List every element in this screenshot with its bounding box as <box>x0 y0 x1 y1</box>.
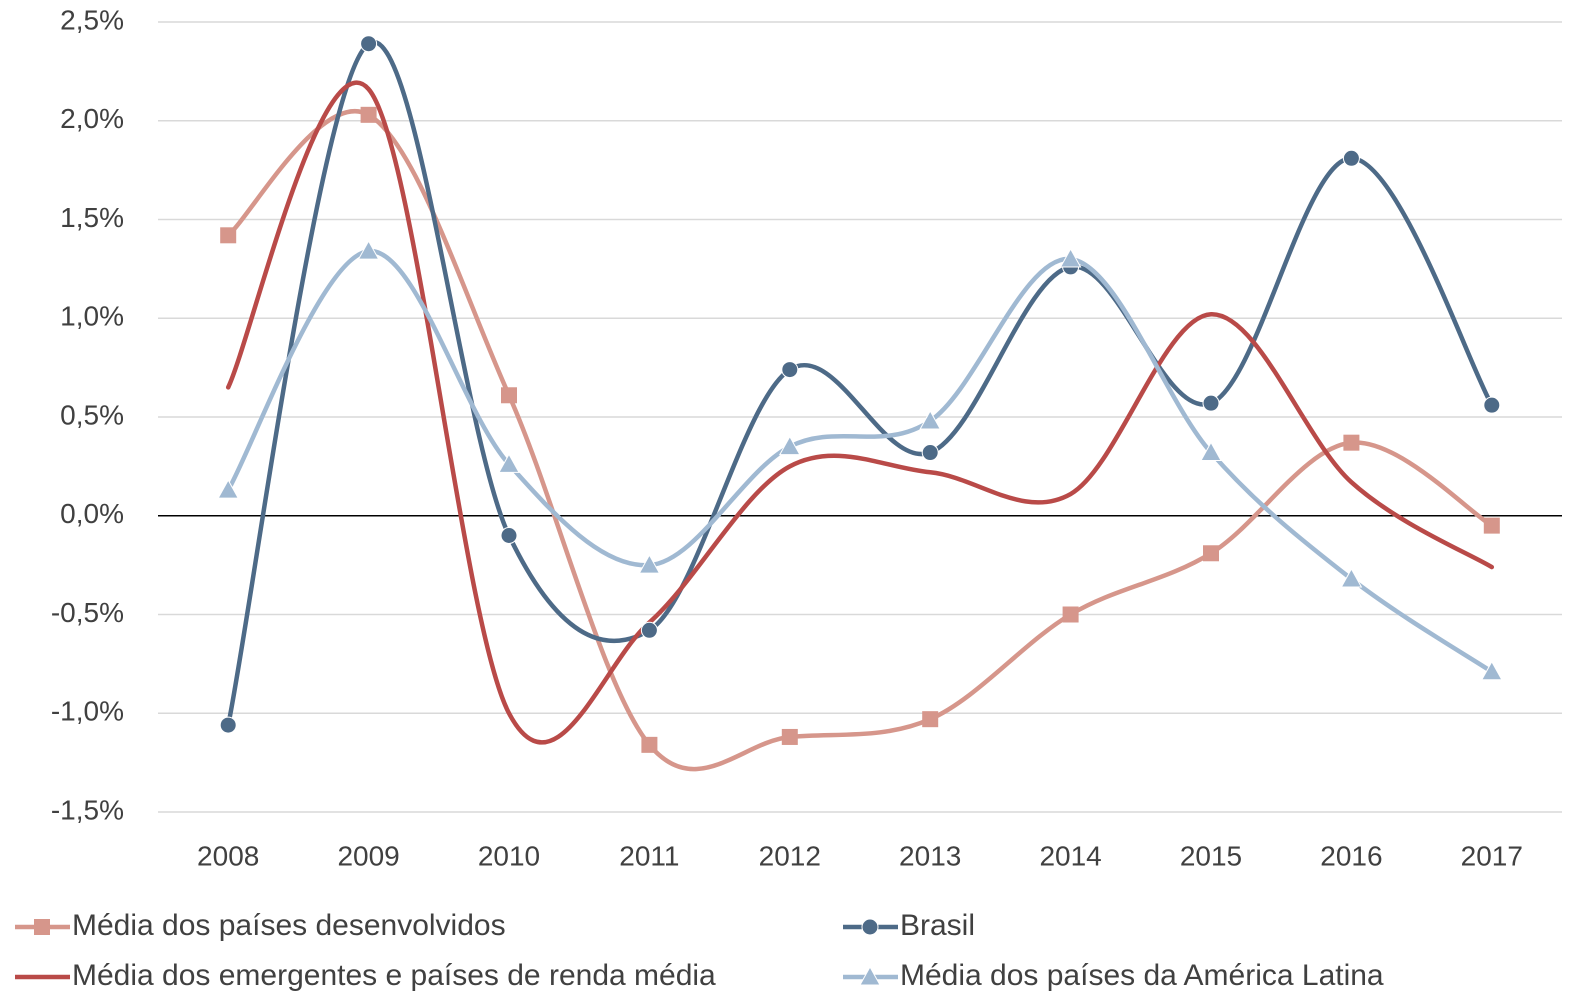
data-point <box>1483 396 1501 414</box>
data-point <box>1483 517 1500 534</box>
legend-marker <box>861 918 879 936</box>
data-point <box>498 453 520 473</box>
y-tick-label: 0,0% <box>60 498 124 529</box>
data-point <box>220 227 237 244</box>
x-tick-label: 2011 <box>619 840 679 871</box>
data-point <box>921 444 939 462</box>
data-point <box>640 621 658 639</box>
series-line <box>225 39 1495 728</box>
series-line <box>225 80 1495 745</box>
data-point <box>217 479 240 499</box>
data-point <box>1059 247 1082 268</box>
series-line <box>225 109 1495 772</box>
x-tick-label: 2012 <box>759 840 821 871</box>
data-point <box>360 35 378 53</box>
legend-label: Brasil <box>900 909 975 942</box>
y-tick-label: 2,5% <box>60 4 124 35</box>
data-point <box>778 435 801 456</box>
data-point <box>219 716 237 734</box>
data-point <box>1062 606 1079 623</box>
data-point <box>1342 149 1360 167</box>
data-point <box>781 728 798 745</box>
legend-label: Média dos países desenvolvidos <box>72 909 506 942</box>
data-point <box>922 711 939 728</box>
x-tick-label: 2008 <box>197 840 259 871</box>
y-tick-label: 1,5% <box>60 202 124 233</box>
x-tick-label: 2013 <box>899 840 961 871</box>
series-line <box>225 248 1495 675</box>
y-tick-label: 0,5% <box>60 399 124 430</box>
y-tick-label: 1,0% <box>60 301 124 332</box>
legend-marker <box>859 965 881 986</box>
legend-label: Média dos emergentes e países de renda m… <box>72 959 716 992</box>
data-point <box>638 554 661 574</box>
x-tick-label: 2014 <box>1039 840 1101 871</box>
y-tick-label: 2,0% <box>60 103 124 134</box>
y-tick-label: -1,5% <box>51 794 124 825</box>
data-point <box>1340 567 1363 588</box>
x-tick-label: 2016 <box>1320 840 1382 871</box>
y-tick-label: -1,0% <box>51 696 124 727</box>
data-point <box>357 240 380 260</box>
data-point <box>1203 545 1219 562</box>
y-tick-label: -0,5% <box>51 597 124 628</box>
x-tick-label: 2015 <box>1180 840 1242 871</box>
data-point <box>360 106 377 123</box>
data-point <box>500 527 518 544</box>
x-tick-label: 2010 <box>478 840 540 871</box>
data-point <box>1480 660 1503 681</box>
x-tick-label: 2017 <box>1461 840 1523 871</box>
data-point <box>1200 441 1222 462</box>
legend-label: Média dos países da América Latina <box>900 959 1384 992</box>
data-point <box>1343 434 1360 451</box>
data-point <box>641 736 658 753</box>
x-tick-label: 2009 <box>337 840 399 871</box>
legend-marker <box>34 919 50 935</box>
data-point <box>1202 394 1220 412</box>
data-point <box>781 361 799 379</box>
data-point <box>501 387 517 404</box>
data-point <box>919 409 942 430</box>
